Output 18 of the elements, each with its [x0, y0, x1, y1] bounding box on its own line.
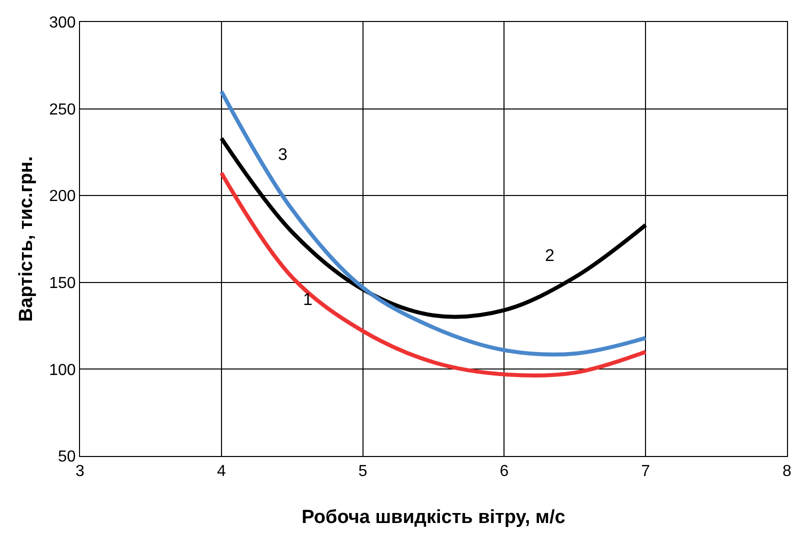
- y-tick-label: 100: [49, 362, 76, 379]
- series-label: 2: [545, 246, 554, 265]
- x-tick-label: 6: [500, 463, 509, 480]
- y-tick-label: 250: [49, 101, 76, 118]
- y-axis-title: Вартість, тис.грн.: [16, 156, 37, 322]
- y-tick-label: 50: [58, 448, 76, 466]
- x-tick-label: 4: [216, 463, 226, 480]
- y-tick-label: 150: [49, 275, 76, 292]
- x-tick-label: 8: [782, 463, 792, 480]
- x-tick-label: 5: [358, 463, 368, 480]
- y-tick-label: 200: [49, 188, 76, 206]
- x-tick-label: 3: [76, 463, 85, 480]
- x-axis-title: Робоча швидкість вітру, м/с: [302, 507, 566, 528]
- y-tick-label: 300: [49, 14, 76, 32]
- series-label: 3: [278, 145, 288, 164]
- series-label: 1: [303, 290, 312, 309]
- line-series: [219, 89, 648, 356]
- x-tick-label: 7: [641, 463, 650, 480]
